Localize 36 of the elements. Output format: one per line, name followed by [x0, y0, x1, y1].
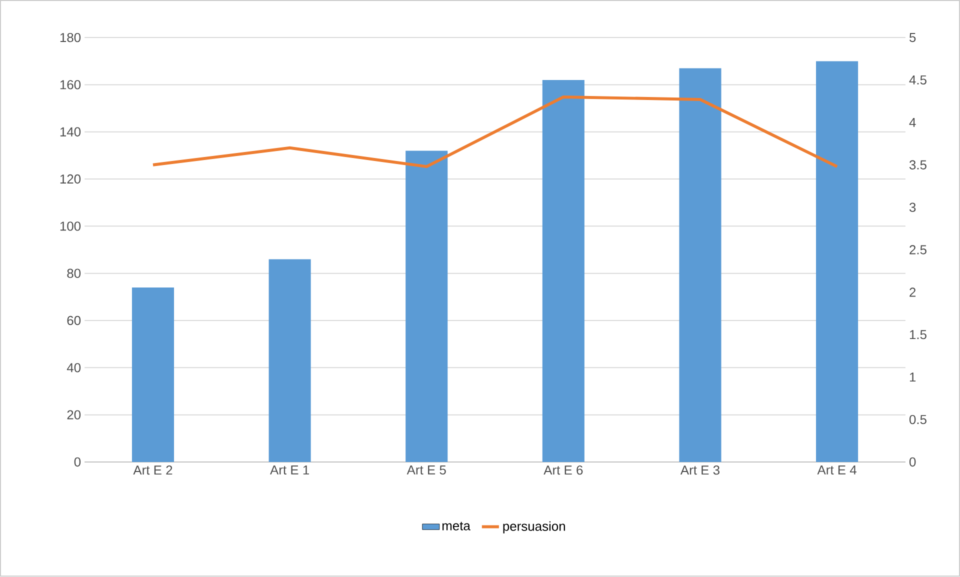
y2-tick-label: 5 — [909, 33, 916, 42]
y-tick-label: 160 — [60, 80, 81, 90]
bar — [406, 150, 448, 462]
y2-tick-label: 0 — [909, 458, 916, 467]
y2-tick-label: 1 — [910, 372, 916, 382]
bar — [542, 80, 584, 462]
bar — [268, 259, 311, 462]
legend-label: meta — [442, 522, 470, 531]
y-tick-label: 120 — [60, 174, 81, 184]
x-tick-label: Art E 5 — [406, 466, 446, 475]
y2-tick-label: 4.5 — [909, 76, 926, 85]
bar — [679, 68, 722, 462]
y2-tick-label: 2 — [910, 288, 916, 297]
y-tick-label: 180 — [60, 33, 81, 42]
legend-label: persuasion — [503, 522, 565, 534]
bar — [132, 288, 174, 462]
y2-tick-label: 4 — [909, 118, 916, 128]
x-tick-label: Art E 2 — [133, 466, 172, 475]
y2-tick-label: 3.5 — [909, 160, 926, 170]
y-tick-label: 100 — [60, 222, 81, 231]
x-tick-label: Art E 4 — [817, 466, 856, 475]
x-tick-label: Art E 6 — [544, 466, 583, 475]
x-tick-label: Art E 3 — [680, 466, 720, 475]
y-tick-label: 80 — [67, 268, 81, 278]
y2-tick-label: 0.5 — [909, 415, 926, 424]
y2-tick-label: 1.5 — [910, 330, 926, 340]
y-tick-label: 0 — [74, 458, 81, 467]
x-tick-label: Art E 1 — [270, 466, 309, 475]
y2-tick-label: 3 — [909, 202, 916, 212]
y-tick-label: 60 — [67, 316, 81, 326]
y-tick-label: 140 — [60, 127, 81, 137]
y-tick-label: 20 — [67, 410, 81, 420]
bar — [816, 61, 858, 462]
y2-tick-label: 2.5 — [910, 245, 926, 255]
line-series — [152, 96, 839, 168]
y-tick-label: 40 — [66, 363, 81, 372]
